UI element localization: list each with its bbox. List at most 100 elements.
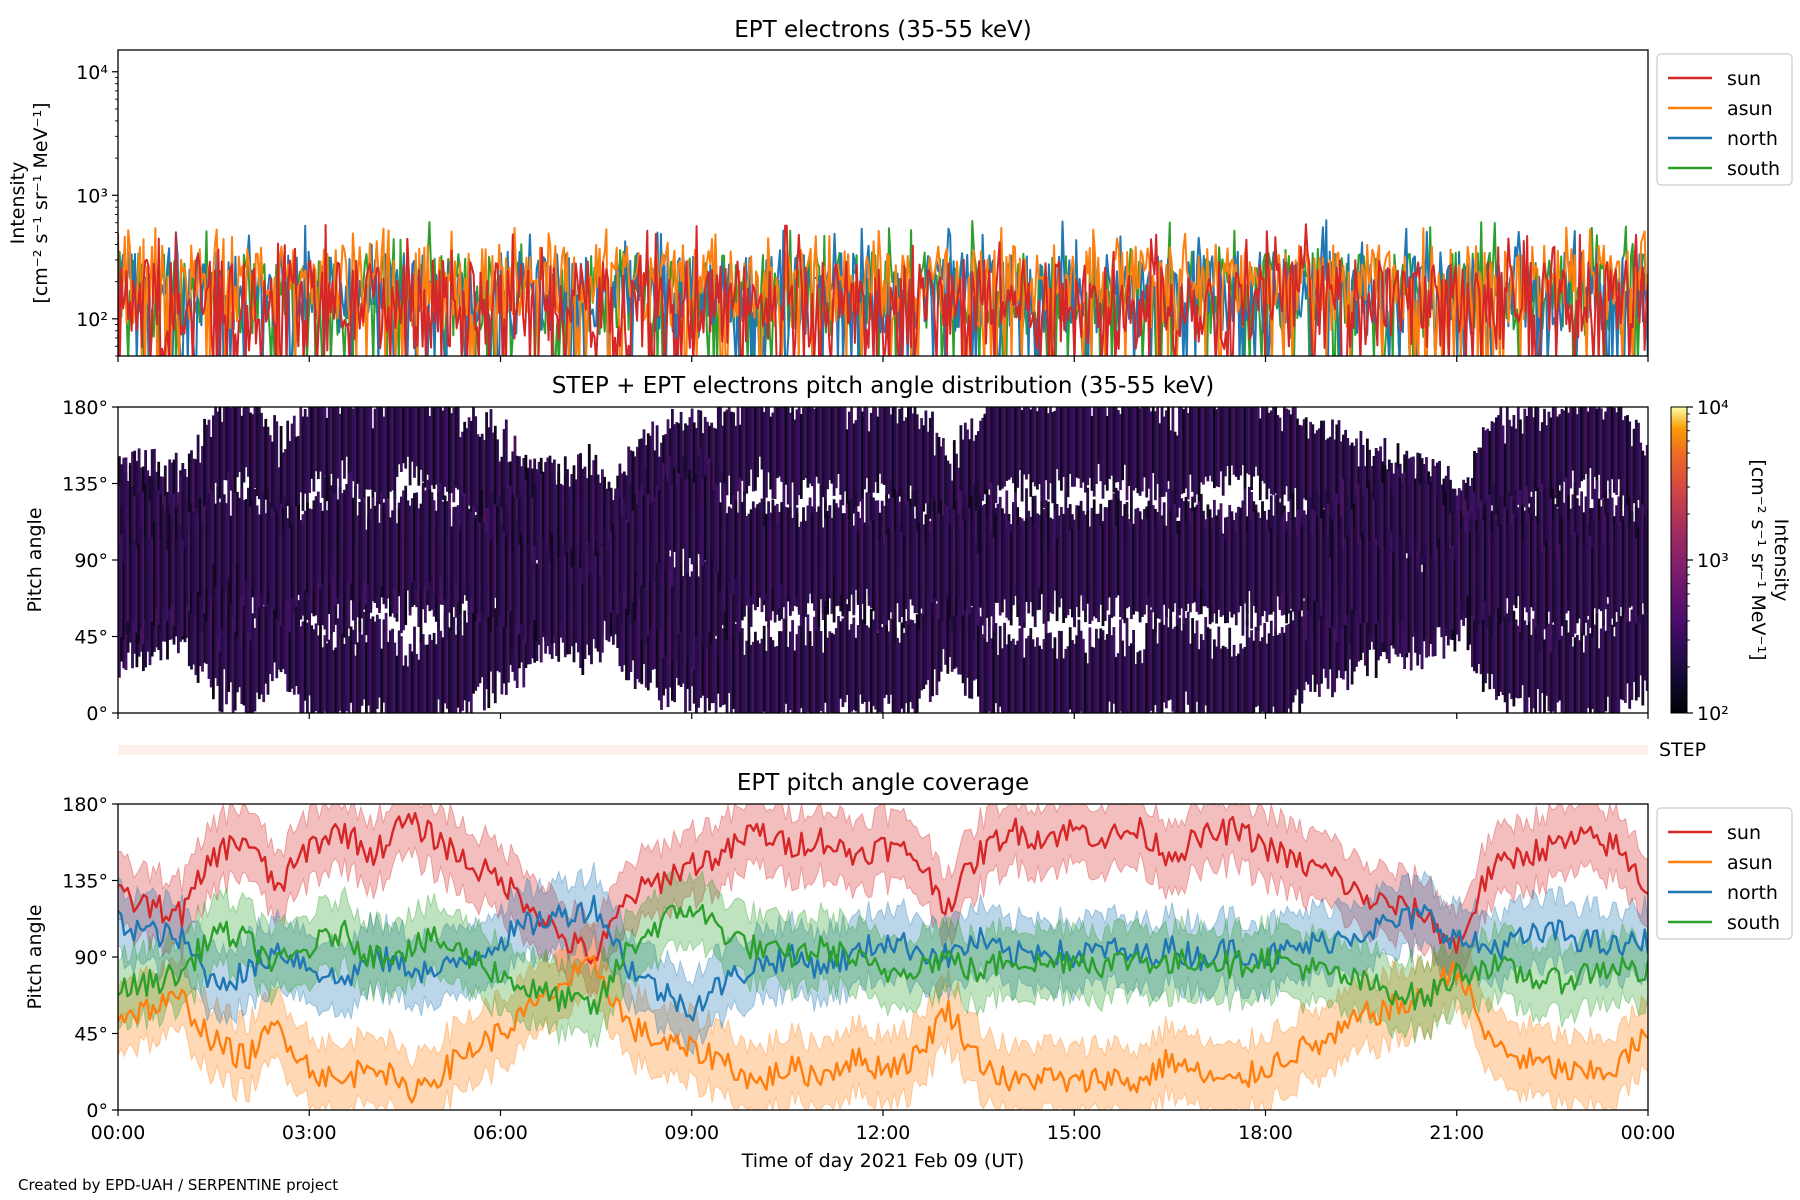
pad-cell xyxy=(251,499,255,589)
pad-cell xyxy=(1239,507,1243,606)
pad-cell xyxy=(1344,586,1347,672)
pad-cell xyxy=(1125,407,1129,501)
pad-cell xyxy=(1540,551,1544,645)
pad-cell xyxy=(1363,523,1367,623)
pad-cell xyxy=(1488,593,1492,690)
coverage-legend-label-asun: asun xyxy=(1727,852,1773,874)
pad-cell xyxy=(358,407,362,499)
pad-cell xyxy=(1580,407,1583,482)
pad-cell xyxy=(697,454,700,555)
pad-cell xyxy=(550,474,554,567)
pad-cell xyxy=(751,641,755,713)
pad-cell xyxy=(238,601,241,688)
pad-cell xyxy=(1597,519,1601,610)
pad-cell xyxy=(1473,572,1476,672)
pad-cell xyxy=(1619,521,1623,608)
pad-cell xyxy=(325,417,329,502)
pad-cell xyxy=(1322,593,1326,669)
pad-cell xyxy=(837,616,840,713)
pad-cell xyxy=(281,528,285,626)
pad-cell xyxy=(264,418,268,500)
pad-cell xyxy=(500,523,504,625)
pad-cell xyxy=(400,407,403,472)
pad-cell xyxy=(281,452,285,537)
pad-cell xyxy=(804,645,808,713)
pad-cell xyxy=(856,530,860,605)
pad-cell xyxy=(1263,407,1267,484)
pad-cell xyxy=(782,506,786,608)
pad-cell xyxy=(216,591,220,686)
pad-cell xyxy=(489,493,493,587)
pad-cell xyxy=(1145,623,1149,713)
pad-cell xyxy=(247,546,250,633)
pad-cell xyxy=(983,413,987,495)
pad-cell xyxy=(1258,532,1262,626)
pad-cell xyxy=(778,511,781,609)
pad-cell xyxy=(848,411,851,521)
colorbar-tick-label: 10⁴ xyxy=(1697,397,1729,419)
pad-cell xyxy=(480,433,484,522)
pad-cell xyxy=(1012,514,1015,592)
pad-cell xyxy=(1595,511,1599,614)
coverage-legend-label-south: south xyxy=(1727,912,1780,934)
pad-cell xyxy=(795,409,799,506)
pad-cell xyxy=(865,407,869,479)
pad-cell xyxy=(587,444,591,543)
pad-cell xyxy=(1348,479,1352,579)
pad-cell xyxy=(1492,524,1496,617)
pad-cell xyxy=(303,409,307,494)
pad-cell xyxy=(824,605,827,703)
pad-cell xyxy=(1127,645,1131,713)
pad-cell xyxy=(260,514,263,593)
pad-cell xyxy=(651,539,655,621)
pad-cell xyxy=(362,503,366,582)
pad-cell xyxy=(732,632,735,709)
pad-cell xyxy=(688,576,692,653)
pad-cell xyxy=(1029,519,1033,603)
pad-cell xyxy=(354,544,357,645)
pad-cell xyxy=(784,507,788,598)
pad-cell xyxy=(1071,640,1074,713)
pad-cell xyxy=(181,491,185,586)
pad-cell xyxy=(1221,645,1225,713)
pad-cell xyxy=(660,603,663,710)
pad-cell xyxy=(697,632,700,708)
pad-cell xyxy=(1575,634,1579,713)
pad-cell xyxy=(596,474,600,552)
pad-cell xyxy=(1414,537,1417,631)
pad-cell xyxy=(1451,545,1455,631)
pad-cell xyxy=(832,634,836,713)
pad-cell xyxy=(1079,500,1083,593)
pad-cell xyxy=(1086,510,1090,604)
pad-cell xyxy=(1599,408,1603,500)
pad-cell xyxy=(725,634,729,713)
pad-cell xyxy=(684,559,687,664)
pad-cell xyxy=(629,483,633,578)
pad-cell xyxy=(1140,663,1144,713)
pad-cell xyxy=(535,563,539,642)
pad-cell xyxy=(699,448,703,557)
pad-cell xyxy=(1274,627,1277,713)
pad-cell xyxy=(931,511,934,603)
pad-cell xyxy=(566,469,569,569)
pad-cell xyxy=(319,407,322,472)
pad-cell xyxy=(690,571,694,668)
pad-cell xyxy=(1210,658,1214,713)
pad-cell xyxy=(124,472,128,577)
pad-cell xyxy=(284,449,287,527)
pad-cell xyxy=(1554,407,1557,499)
pad-cell xyxy=(1311,424,1315,522)
pad-cell xyxy=(236,602,239,693)
pad-cell xyxy=(874,407,878,483)
pad-cell xyxy=(474,601,478,691)
pad-cell xyxy=(762,526,766,600)
pad-cell xyxy=(1342,479,1345,569)
pad-cell xyxy=(384,513,388,598)
pad-cell xyxy=(441,410,445,500)
pad-cell xyxy=(1521,539,1524,642)
pad-cell xyxy=(841,407,845,506)
pad-cell xyxy=(1516,625,1520,699)
pad-cell xyxy=(1180,630,1184,713)
pad-cell xyxy=(498,507,502,617)
pad-cell xyxy=(537,564,541,645)
